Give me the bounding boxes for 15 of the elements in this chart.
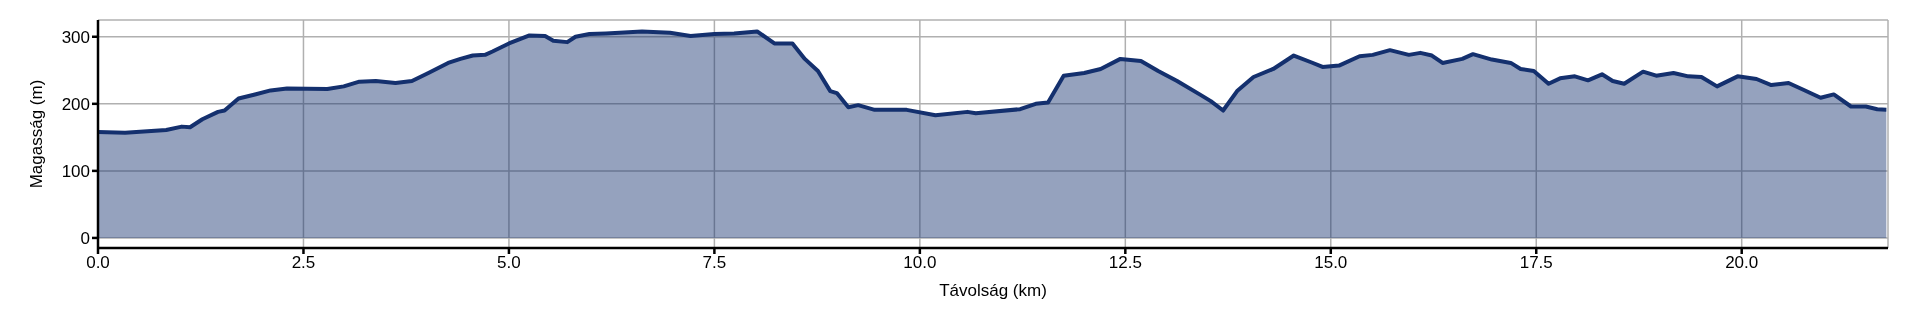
y-tick-label: 100 (61, 161, 90, 181)
x-tick-label: 20.0 (1725, 253, 1759, 273)
y-tick-label: 0 (80, 228, 90, 248)
y-tick-label: 200 (61, 94, 90, 114)
x-tick-label: 0.0 (86, 253, 110, 273)
x-tick-label: 12.5 (1108, 253, 1142, 273)
x-tick-label: 2.5 (291, 253, 316, 273)
x-tick-label: 10.0 (903, 253, 937, 273)
x-tick-label: 5.0 (497, 253, 521, 273)
y-axis-title: Magasság (m) (27, 79, 47, 189)
x-tick-label: 17.5 (1519, 253, 1553, 273)
y-tick-label: 300 (61, 27, 90, 47)
x-tick-label: 7.5 (702, 253, 727, 273)
x-axis-title: Távolság (km) (939, 281, 1047, 300)
x-tick-label: 15.0 (1314, 253, 1348, 273)
